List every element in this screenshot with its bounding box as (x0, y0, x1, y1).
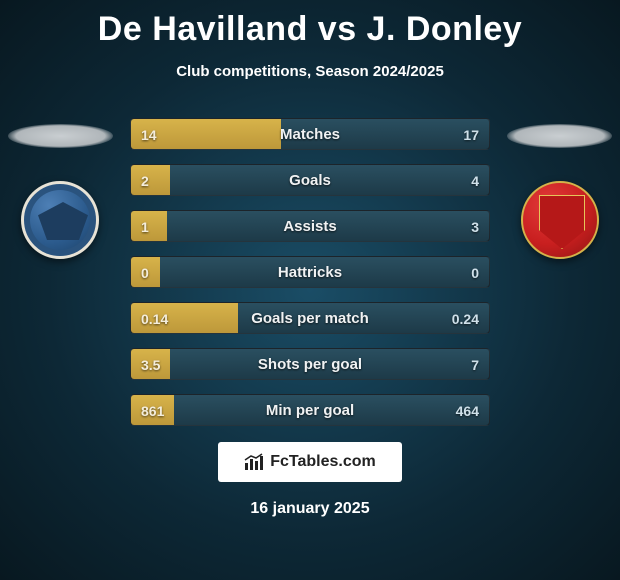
stat-row: 24Goals (130, 164, 490, 196)
chart-icon (244, 453, 266, 471)
stat-row: 861464Min per goal (130, 394, 490, 426)
stat-label: Assists (131, 211, 489, 242)
brand-text: FcTables.com (270, 453, 376, 471)
brand-badge[interactable]: FcTables.com (218, 442, 402, 482)
stat-label: Goals (131, 165, 489, 196)
shield-icon (21, 181, 99, 259)
player-left-crest (20, 180, 100, 260)
stat-label: Goals per match (131, 303, 489, 334)
left-crest-shadow (8, 124, 113, 148)
stats-table: 1417Matches 24Goals 13Assists 00Hattricks 0.… (130, 118, 490, 440)
player-right-crest (520, 180, 600, 260)
stat-label: Shots per goal (131, 349, 489, 380)
stat-label: Matches (131, 119, 489, 150)
subtitle: Club competitions, Season 2024/2025 (0, 63, 620, 80)
shield-icon (521, 181, 599, 259)
stat-row: 1417Matches (130, 118, 490, 150)
stat-row: 0.140.24Goals per match (130, 302, 490, 334)
date-label: 16 january 2025 (0, 500, 620, 518)
stat-row: 13Assists (130, 210, 490, 242)
stat-label: Hattricks (131, 257, 489, 288)
right-crest-shadow (507, 124, 612, 148)
stat-row: 00Hattricks (130, 256, 490, 288)
stat-label: Min per goal (131, 395, 489, 426)
page-title: De Havilland vs J. Donley (0, 0, 620, 49)
stat-row: 3.57Shots per goal (130, 348, 490, 380)
